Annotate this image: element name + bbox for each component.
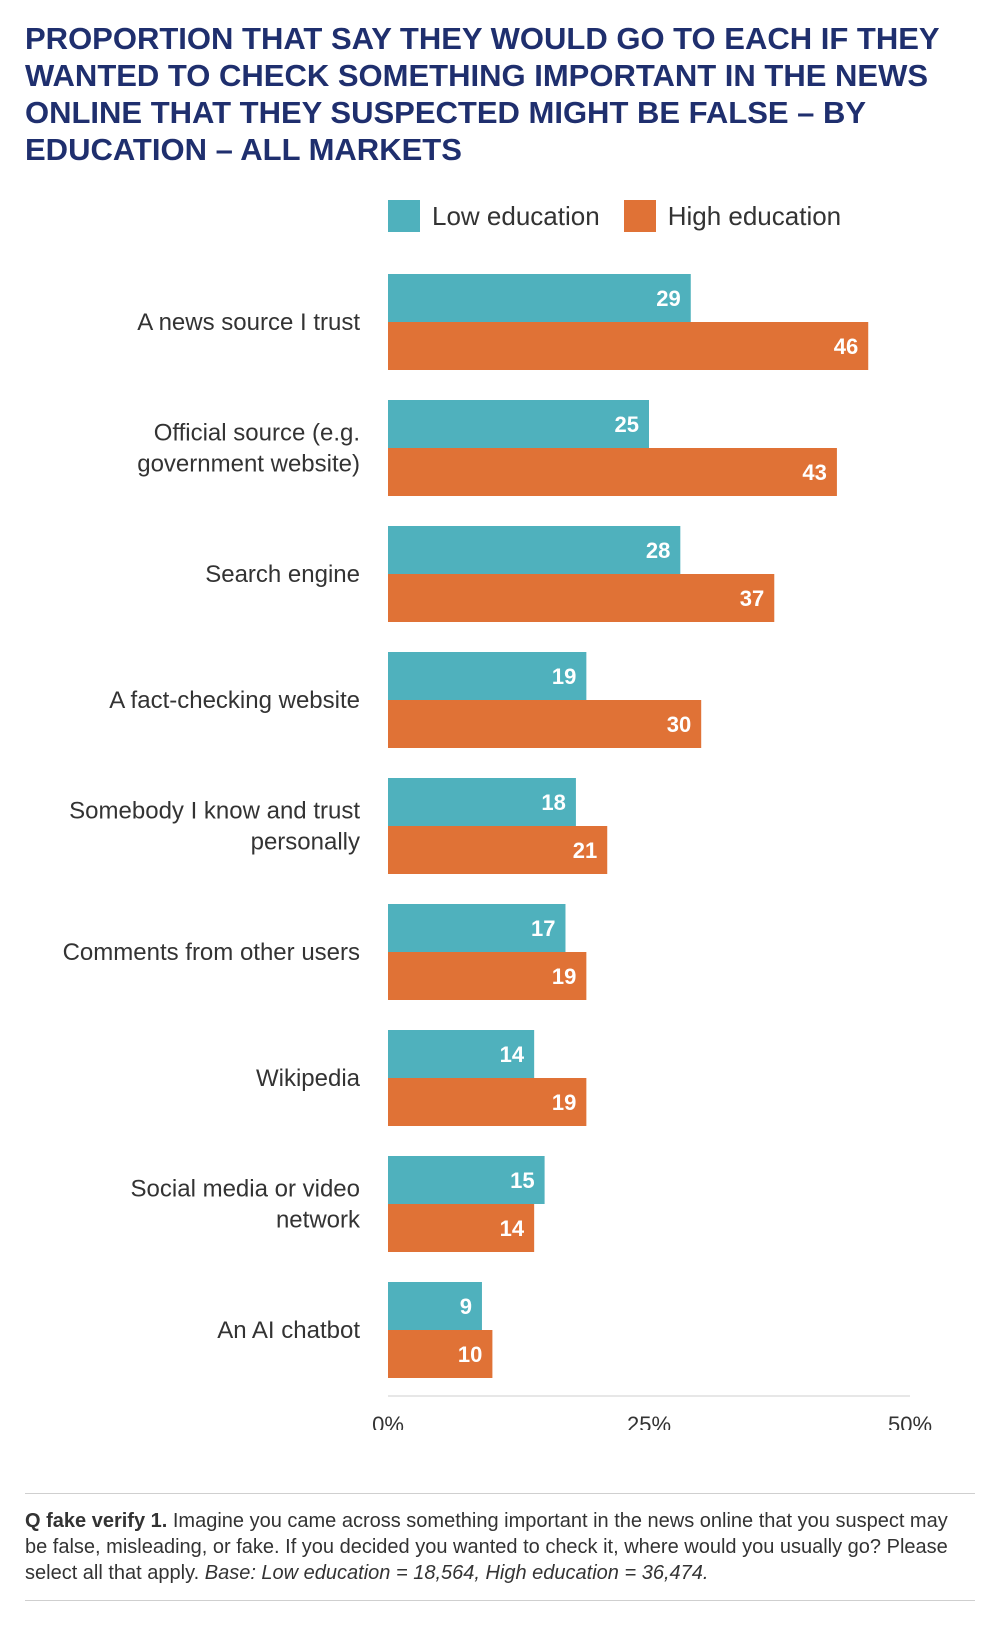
data-label: 43 xyxy=(802,460,826,485)
data-label: 14 xyxy=(500,1042,525,1067)
category-label: A news source I trust xyxy=(137,309,360,336)
category-label: Official source (e.g. government website) xyxy=(137,420,360,478)
bar-high-education xyxy=(388,1204,535,1252)
bar-low-education xyxy=(388,1156,545,1204)
data-label: 19 xyxy=(552,964,576,989)
data-label: 9 xyxy=(460,1294,472,1319)
bar-low-education xyxy=(388,1030,535,1078)
bar-low-education xyxy=(388,526,681,574)
legend-item-high: High education xyxy=(623,200,842,232)
legend-swatch-low xyxy=(388,200,420,232)
data-label: 25 xyxy=(615,412,639,437)
bar-chart: A news source I trust 29 46 Official source… xyxy=(63,274,932,1430)
data-label: 29 xyxy=(656,286,680,311)
data-label: 10 xyxy=(458,1342,482,1367)
category-label: An AI chatbot xyxy=(217,1317,360,1344)
legend-item-low: Low education xyxy=(388,200,600,232)
bar-low-education xyxy=(388,1282,482,1330)
footnote-base: Base: Low education = 18,564, High educa… xyxy=(199,1562,709,1584)
bar-high-education xyxy=(388,322,869,370)
bar-high-education xyxy=(388,1078,587,1126)
bar-low-education xyxy=(388,904,566,952)
category-label: Search engine xyxy=(205,561,360,588)
bar-high-education xyxy=(388,700,702,748)
category-label: Somebody I know and trust personally xyxy=(69,798,360,856)
legend: Low education High education xyxy=(388,200,865,232)
data-label: 21 xyxy=(573,838,597,863)
footnote: Q fake verify 1. Imagine you came across… xyxy=(25,1493,975,1601)
data-label: 17 xyxy=(531,916,555,941)
category-label: A fact-checking website xyxy=(109,687,360,714)
bar-high-education xyxy=(388,1330,493,1378)
legend-label-high: High education xyxy=(667,200,842,231)
chart-title: PROPORTION THAT SAY THEY WOULD GO TO EAC… xyxy=(25,21,940,167)
bar-low-education xyxy=(388,400,649,448)
legend-label-low: Low education xyxy=(432,200,600,231)
x-tick-label: 50% xyxy=(888,1412,932,1430)
data-label: 19 xyxy=(552,664,576,689)
data-label: 19 xyxy=(552,1090,576,1115)
data-label: 15 xyxy=(510,1168,534,1193)
bar-high-education xyxy=(388,574,775,622)
data-label: 30 xyxy=(667,712,691,737)
bar-low-education xyxy=(388,274,691,322)
data-label: 37 xyxy=(740,586,764,611)
data-label: 46 xyxy=(834,334,858,359)
bar-high-education xyxy=(388,826,608,874)
bar-low-education xyxy=(388,652,587,700)
data-label: 18 xyxy=(541,790,565,815)
bar-high-education xyxy=(388,448,837,496)
data-label: 28 xyxy=(646,538,670,563)
footnote-question-text: Imagine you came across something import… xyxy=(25,1510,948,1584)
legend-swatch-high xyxy=(623,200,656,232)
data-label: 14 xyxy=(500,1216,525,1241)
category-label: Comments from other users xyxy=(63,939,360,966)
category-label: Wikipedia xyxy=(256,1065,361,1092)
x-tick-label: 25% xyxy=(627,1412,671,1430)
x-tick-label: 0% xyxy=(372,1412,404,1430)
bar-low-education xyxy=(388,778,576,826)
category-label: Social media or video network xyxy=(131,1176,361,1234)
bar-high-education xyxy=(388,952,587,1000)
footnote-question-label: Q fake verify 1. xyxy=(25,1510,168,1532)
